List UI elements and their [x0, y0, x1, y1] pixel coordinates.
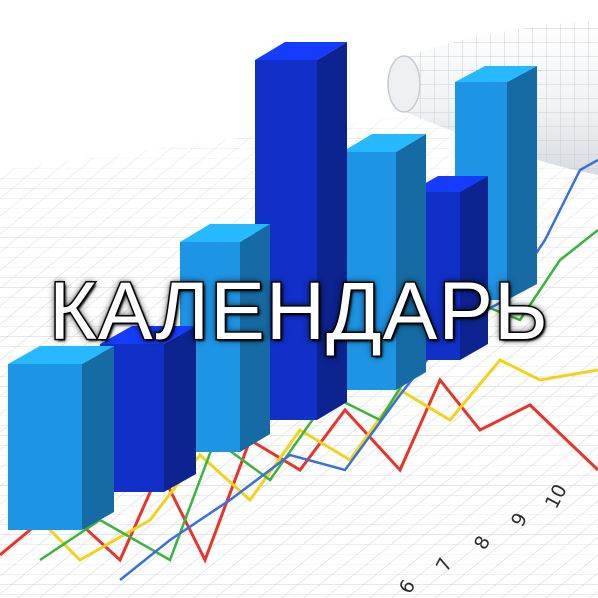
bar-top — [100, 326, 196, 344]
bar-side — [396, 134, 426, 390]
bar-front — [342, 152, 396, 390]
bar-front — [8, 364, 82, 530]
bar-side — [240, 224, 270, 452]
line-yellow — [28, 358, 598, 562]
bar-side — [164, 326, 196, 492]
bar-6 — [100, 326, 196, 492]
poster-title: КАЛЕНДАРЬ — [48, 265, 550, 359]
bar-front — [100, 344, 164, 492]
bar-side — [460, 176, 488, 360]
line-blue — [119, 158, 598, 581]
bar-7 — [8, 346, 114, 530]
bar-top — [255, 42, 347, 60]
bar-top — [455, 66, 537, 82]
bar-top — [342, 134, 426, 152]
line-red — [0, 377, 598, 564]
bars — [8, 42, 537, 530]
bar-front — [255, 60, 317, 420]
bar-top — [410, 176, 488, 192]
bar-side — [507, 66, 537, 300]
bar-4 — [255, 42, 347, 420]
bar-side — [317, 42, 347, 420]
bar-side — [82, 346, 114, 530]
bar-3 — [342, 134, 426, 390]
line-green — [39, 229, 598, 562]
bar-top — [180, 224, 270, 242]
bar-top — [8, 346, 114, 364]
